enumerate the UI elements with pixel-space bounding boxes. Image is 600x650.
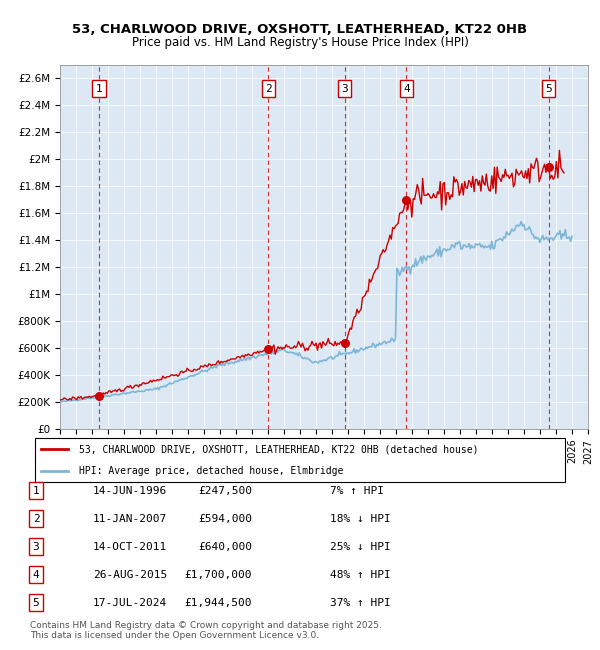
Point	[544, 162, 553, 172]
Text: 5: 5	[32, 597, 40, 608]
Text: 53, CHARLWOOD DRIVE, OXSHOTT, LEATHERHEAD, KT22 0HB (detached house): 53, CHARLWOOD DRIVE, OXSHOTT, LEATHERHEA…	[79, 444, 478, 454]
Text: 11-JAN-2007: 11-JAN-2007	[93, 514, 167, 524]
FancyBboxPatch shape	[35, 438, 565, 482]
Text: £594,000: £594,000	[198, 514, 252, 524]
Text: £1,944,500: £1,944,500	[185, 597, 252, 608]
Text: 17-JUL-2024: 17-JUL-2024	[93, 597, 167, 608]
Text: 4: 4	[403, 84, 410, 94]
Text: 1: 1	[32, 486, 40, 496]
Text: 5: 5	[545, 84, 552, 94]
Text: 14-JUN-1996: 14-JUN-1996	[93, 486, 167, 496]
Text: 37% ↑ HPI: 37% ↑ HPI	[330, 597, 391, 608]
Text: £640,000: £640,000	[198, 541, 252, 552]
Text: 2: 2	[32, 514, 40, 524]
Text: £1,700,000: £1,700,000	[185, 569, 252, 580]
Text: 48% ↑ HPI: 48% ↑ HPI	[330, 569, 391, 580]
Text: 7% ↑ HPI: 7% ↑ HPI	[330, 486, 384, 496]
Text: Price paid vs. HM Land Registry's House Price Index (HPI): Price paid vs. HM Land Registry's House …	[131, 36, 469, 49]
Text: 14-OCT-2011: 14-OCT-2011	[93, 541, 167, 552]
Text: 26-AUG-2015: 26-AUG-2015	[93, 569, 167, 580]
Text: 4: 4	[32, 569, 40, 580]
Text: Contains HM Land Registry data © Crown copyright and database right 2025.
This d: Contains HM Land Registry data © Crown c…	[30, 621, 382, 640]
Text: 53, CHARLWOOD DRIVE, OXSHOTT, LEATHERHEAD, KT22 0HB: 53, CHARLWOOD DRIVE, OXSHOTT, LEATHERHEA…	[73, 23, 527, 36]
Text: 1: 1	[96, 84, 103, 94]
Point	[263, 344, 273, 354]
Point	[401, 194, 411, 205]
Point	[340, 337, 349, 348]
Text: £247,500: £247,500	[198, 486, 252, 496]
Text: 3: 3	[341, 84, 348, 94]
Text: 3: 3	[32, 541, 40, 552]
Point	[94, 391, 104, 401]
Text: 18% ↓ HPI: 18% ↓ HPI	[330, 514, 391, 524]
Text: 2: 2	[265, 84, 272, 94]
Text: HPI: Average price, detached house, Elmbridge: HPI: Average price, detached house, Elmb…	[79, 465, 343, 476]
Text: 25% ↓ HPI: 25% ↓ HPI	[330, 541, 391, 552]
